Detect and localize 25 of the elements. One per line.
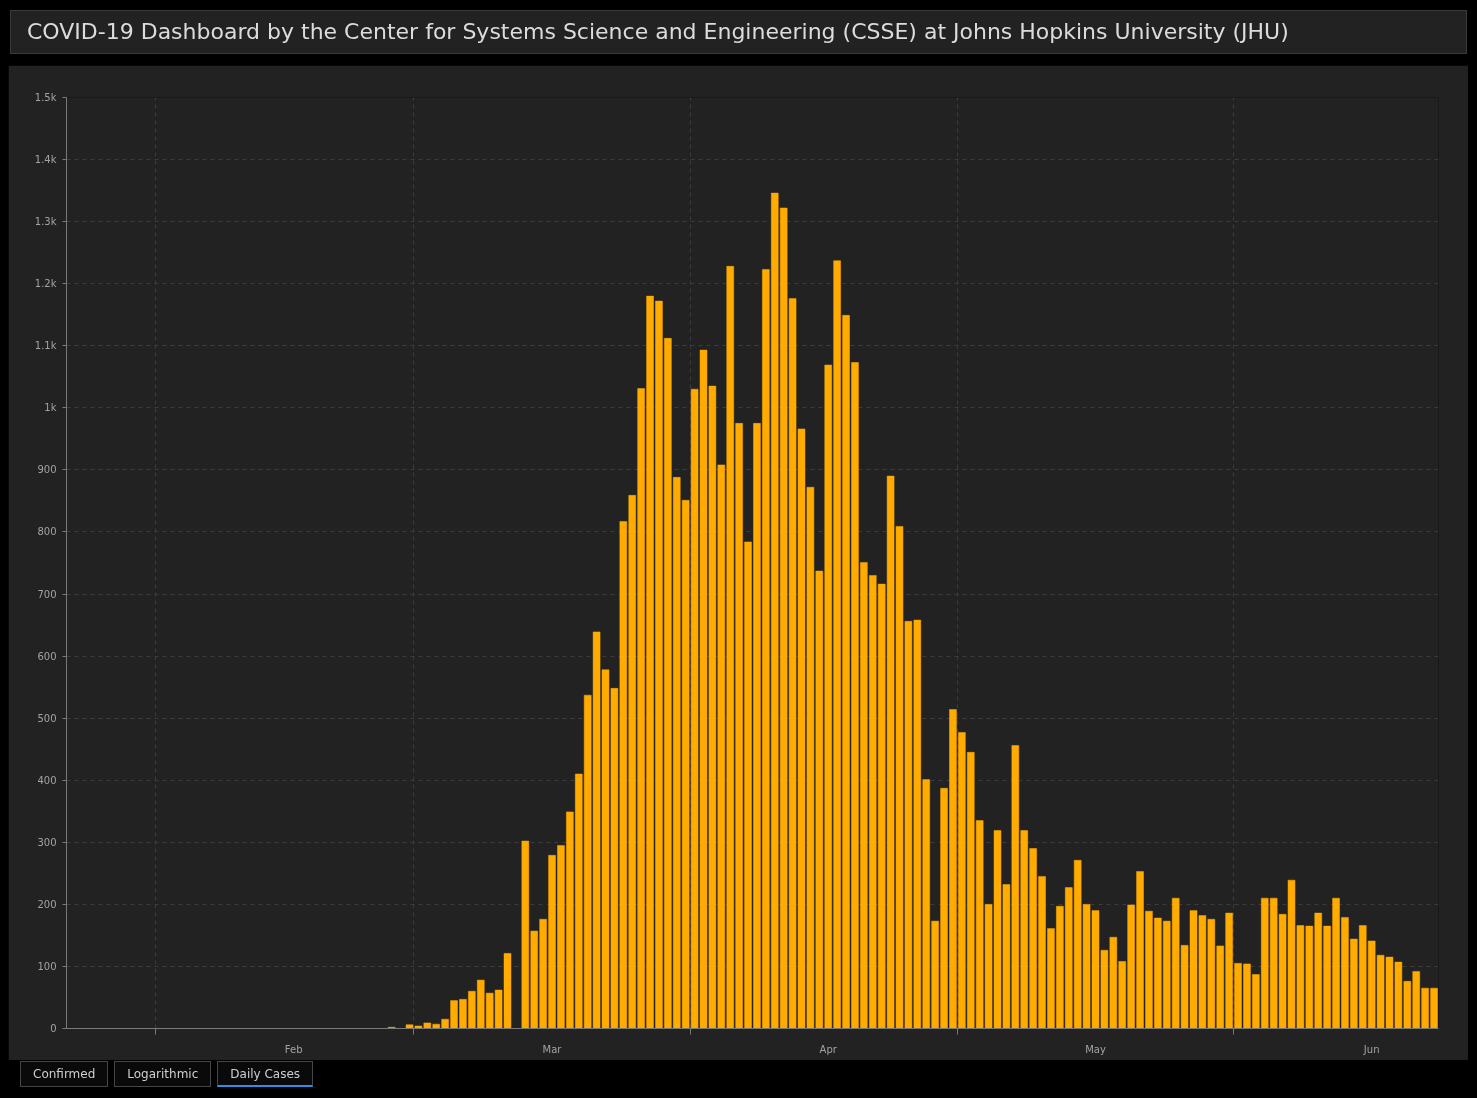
y-tick-label: 1.4k <box>34 154 57 166</box>
y-tick-label: 1.2k <box>34 278 57 290</box>
y-tick-label: 500 <box>37 712 57 724</box>
y-tick-label: 100 <box>37 960 57 972</box>
text: Confirmed <box>20 1061 109 1087</box>
x-tick-label: Feb <box>284 1043 303 1055</box>
y-tick-label: 700 <box>37 588 57 600</box>
y-tick-label: 900 <box>37 464 57 476</box>
y-tick-label: 0 <box>50 1023 57 1034</box>
y-tick-label: 1.3k <box>34 216 57 228</box>
x-tick-label: Mar <box>542 1043 563 1055</box>
text: Daily Cases <box>217 1061 314 1087</box>
y-tick-label: 1.1k <box>34 340 57 352</box>
y-tick-label: 400 <box>37 774 57 786</box>
y-tick-label: 1.5k <box>34 92 57 103</box>
x-tick-label: Jun <box>1362 1043 1380 1055</box>
y-tick-label: 1k <box>44 402 57 414</box>
y-tick-label: 200 <box>37 898 57 910</box>
y-tick-label: 300 <box>37 836 57 848</box>
text: Logarithmic <box>114 1061 212 1087</box>
x-tick-label: May <box>1085 1043 1106 1055</box>
y-tick-label: 800 <box>37 526 57 538</box>
y-tick-label: 600 <box>37 650 57 662</box>
chart-title: COVID-19 Dashboard by the Center for Systems Science and Engineering (CSSE) at Johns Hopkins University (JHU) <box>27 18 1289 46</box>
x-tick-label: Apr <box>819 1043 838 1055</box>
